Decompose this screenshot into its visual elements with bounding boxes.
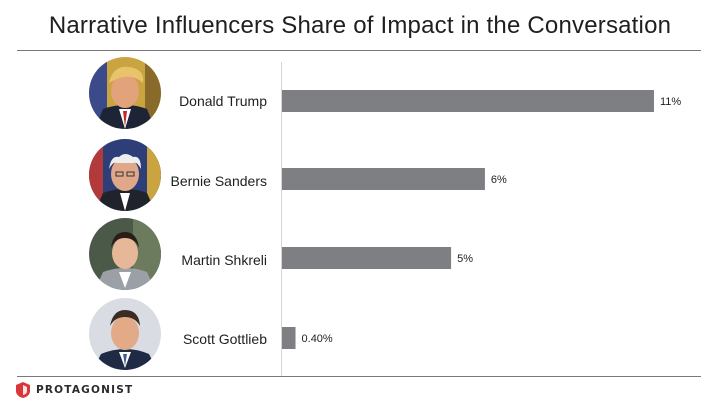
data-label-martin-shkreli: 5% [457, 253, 473, 265]
footer: PROTAGONIST [16, 382, 133, 398]
value-axis-baseline [281, 62, 282, 376]
bar-donald-trump [282, 90, 654, 112]
data-label-donald-trump: 11% [660, 96, 681, 108]
portrait-bernie-sanders-icon [89, 139, 161, 216]
category-label-scott-gottlieb: Scott Gottlieb [182, 331, 267, 347]
chart-title: Narrative Influencers Share of Impact in… [48, 12, 672, 39]
bar-scott-gottlieb [282, 327, 296, 349]
title-divider [17, 50, 701, 51]
portrait-donald-trump-icon [89, 57, 161, 134]
data-label-bernie-sanders: 6% [491, 174, 507, 186]
data-label-scott-gottlieb: 0.40% [302, 333, 333, 345]
protagonist-logo-icon [16, 382, 30, 398]
category-label-donald-trump: Donald Trump [179, 93, 267, 109]
portrait-scott-gottlieb-icon [89, 298, 161, 375]
brand-name: PROTAGONIST [36, 384, 134, 396]
category-label-bernie-sanders: Bernie Sanders [170, 173, 267, 189]
category-label-martin-shkreli: Martin Shkreli [181, 252, 267, 268]
portrait-martin-shkreli-icon [89, 218, 161, 295]
footer-divider [17, 376, 701, 377]
bar-bernie-sanders [282, 168, 485, 190]
bar-martin-shkreli [282, 247, 452, 269]
